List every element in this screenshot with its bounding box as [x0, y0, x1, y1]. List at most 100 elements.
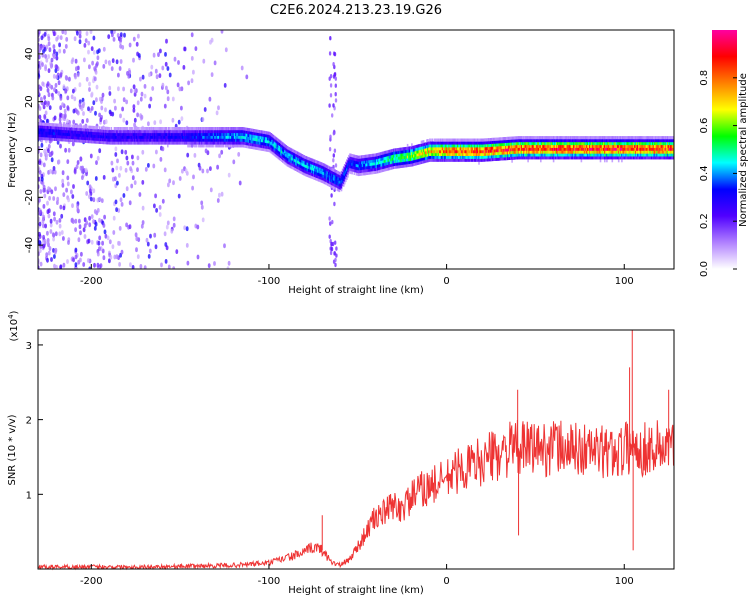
heatmap-cell	[444, 147, 446, 151]
heatmap-cell	[606, 136, 608, 140]
heatmap-cell	[495, 140, 497, 144]
heatmap-cell	[447, 158, 449, 162]
heatmap-cell	[159, 132, 162, 136]
heatmap-speck	[66, 118, 69, 124]
heatmap-cell	[479, 138, 481, 142]
heatmap-cell	[79, 133, 82, 137]
heatmap-cell	[516, 156, 519, 160]
heatmap-cell	[518, 153, 521, 157]
heatmap-cell	[294, 162, 297, 166]
heatmap-cell	[591, 141, 593, 146]
heatmap-cell	[428, 153, 430, 157]
heatmap-cell	[469, 144, 472, 148]
heatmap-cell	[440, 152, 443, 156]
heatmap-speck	[60, 213, 64, 219]
heatmap-cell	[569, 150, 572, 154]
heatmap-cell	[504, 157, 507, 161]
heatmap-speck	[141, 149, 145, 155]
heatmap-cell	[527, 150, 529, 154]
heatmap-cell	[525, 141, 527, 146]
heatmap-speck	[99, 117, 103, 122]
heatmap-cell	[286, 157, 288, 161]
heatmap-cell	[127, 141, 130, 145]
heatmap-cell	[597, 150, 600, 154]
heatmap-cell	[643, 136, 645, 140]
heatmap-cell	[541, 150, 543, 154]
heatmap-cell	[470, 158, 473, 162]
heatmap-cell	[271, 133, 273, 137]
heatmap-speck	[53, 87, 56, 92]
heatmap-cell	[363, 172, 365, 176]
heatmap-cell	[366, 154, 368, 158]
heatmap-cell	[67, 132, 70, 137]
heatmap-cell	[343, 181, 346, 185]
heatmap-speck	[155, 74, 159, 80]
heatmap-cell	[437, 158, 440, 162]
heatmap-cell	[639, 144, 641, 148]
heatmap-cell	[304, 164, 307, 168]
heatmap-speck	[38, 166, 41, 171]
heatmap-cell	[646, 147, 649, 151]
heatmap-cell	[628, 141, 631, 146]
heatmap-cell	[44, 134, 46, 138]
heatmap-cell	[169, 129, 171, 134]
heatmap-cell	[386, 159, 389, 163]
heatmap-cell	[599, 136, 602, 140]
heatmap-cell	[602, 150, 605, 154]
heatmap-cell	[357, 172, 360, 177]
heatmap-cell	[485, 146, 488, 151]
heatmap-cell	[624, 139, 626, 143]
heatmap-cell	[503, 139, 506, 144]
heatmap-cell	[52, 129, 55, 133]
heatmap-cell	[571, 144, 573, 148]
heatmap-cell	[524, 156, 526, 160]
heatmap-speck	[328, 51, 332, 56]
heatmap-cell	[239, 135, 242, 139]
heatmap-cell	[254, 137, 256, 141]
heatmap-cell	[613, 141, 616, 146]
heatmap-cell	[582, 150, 585, 154]
heatmap-speck	[76, 204, 79, 209]
heatmap-cell	[546, 153, 548, 157]
heatmap-cell	[114, 132, 117, 136]
heatmap-cell	[239, 138, 242, 142]
heatmap-cell	[486, 155, 489, 159]
heatmap-cell	[296, 165, 298, 169]
heatmap-cell	[515, 150, 518, 154]
heatmap-speck	[106, 235, 110, 241]
heatmap-cell	[54, 126, 56, 130]
heatmap-cell	[220, 132, 222, 136]
heatmap-cell	[580, 144, 583, 148]
heatmap-cell	[104, 141, 106, 145]
heatmap-cell	[592, 153, 594, 157]
heatmap-cell	[58, 126, 60, 130]
heatmap-cell	[59, 126, 61, 130]
heatmap-cell	[132, 141, 135, 145]
heatmap-cell	[174, 135, 176, 139]
heatmap-cell	[370, 156, 373, 161]
heatmap-cell	[490, 158, 492, 162]
heatmap-cell	[335, 170, 337, 174]
heatmap-cell	[452, 147, 455, 151]
heatmap-cell	[432, 158, 434, 162]
heatmap-speck	[136, 167, 139, 173]
heatmap-cell	[416, 147, 418, 151]
heatmap-speck	[77, 237, 81, 243]
heatmap-cell	[261, 133, 264, 137]
heatmap-cell	[337, 171, 340, 175]
heatmap-cell	[95, 134, 98, 138]
heatmap-speck	[42, 188, 46, 193]
heatmap-cell	[216, 138, 218, 142]
heatmap-cell	[280, 152, 282, 156]
heatmap-cell	[115, 141, 118, 145]
heatmap-cell	[610, 141, 612, 146]
heatmap-cell	[332, 185, 334, 189]
heatmap-cell	[257, 129, 260, 133]
heatmap-cell	[644, 147, 647, 151]
heatmap-cell	[211, 129, 214, 134]
heatmap-cell	[70, 130, 72, 134]
heatmap-cell	[645, 153, 648, 157]
heatmap-cell	[91, 131, 93, 135]
heatmap-speck	[213, 261, 216, 266]
heatmap-cell	[367, 160, 369, 164]
